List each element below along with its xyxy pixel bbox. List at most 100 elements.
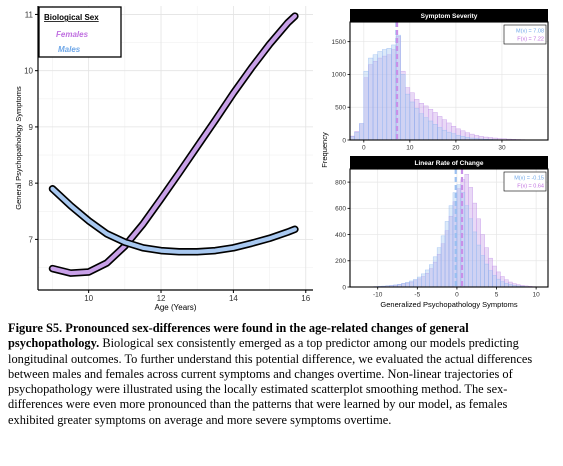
legend-title: Biological Sex	[44, 13, 99, 22]
x-tick-label: 14	[229, 294, 238, 303]
series-line-males	[50, 186, 297, 254]
histogram-bar-males	[418, 113, 424, 141]
x-tick-label: 12	[157, 294, 166, 303]
histogram-bar-males	[432, 256, 438, 288]
mean-label-box	[503, 171, 547, 192]
histogram-bar-males	[372, 54, 378, 141]
symptom-severity-histogram: Symptom Severity M(x) = 7.08 F(x) = 7.22 0 5…	[332, 9, 549, 152]
histogram-bar-males	[414, 108, 420, 141]
y-tick-label: 600	[335, 206, 346, 213]
y-tick-label: 10	[24, 67, 33, 76]
trajectory-chart: 7 8 9 10 11 10 12 14 16 Age (Years) General Psycho…	[14, 6, 313, 312]
histogram-bar-males	[460, 192, 466, 288]
histogram-bar-males	[391, 44, 397, 141]
x-tick-label: 0	[362, 145, 366, 152]
histogram-bar-males	[405, 282, 410, 288]
x-tick-label: -5	[414, 292, 420, 299]
histogram-bar-males	[354, 131, 360, 141]
histogram-bar-males	[496, 278, 501, 288]
histogram-bar-males	[428, 120, 434, 141]
histogram-bar-males	[405, 93, 411, 141]
x-tick-label: 0	[455, 292, 459, 299]
y-tick-label: 0	[342, 137, 346, 144]
histogram-bar-males	[429, 264, 434, 288]
rate-of-change-histogram: Linear Rate of Change M(x) = -0.15 F(x) = …	[320, 132, 549, 309]
legend-item-females: Females	[56, 30, 89, 39]
x-axis-label: Generalized Psychopathology Symptoms	[380, 300, 517, 309]
mean-label-females: F(x) = 7.22	[517, 37, 544, 43]
mean-label-males: M(x) = -0.15	[514, 176, 544, 182]
histogram-bar-males	[382, 49, 388, 141]
y-axis-label: General Psychopathology Symptoms	[14, 86, 23, 210]
histogram-bar-males	[444, 221, 450, 288]
y-tick-label: 800	[335, 179, 346, 186]
histogram-bar-males	[432, 124, 438, 141]
panel-title: Symptom Severity	[421, 13, 478, 20]
histogram-bar-males	[441, 129, 447, 141]
histogram-bar-males	[455, 135, 461, 141]
y-tick-label: 7	[29, 235, 34, 244]
histogram-bar-males	[468, 218, 473, 288]
histogram-bar-males	[440, 235, 446, 288]
histogram-bar-males	[423, 117, 429, 141]
histogram-bar-males	[401, 283, 406, 288]
histogram-bar-males	[368, 57, 374, 141]
x-tick-label: 20	[452, 145, 460, 152]
mean-label-females: F(x) = 0.64	[517, 184, 544, 190]
y-tick-label: 500	[335, 105, 346, 112]
y-tick-label: 1500	[332, 39, 347, 46]
caption-body: Biological sex consistently emerged as a…	[8, 336, 533, 427]
y-tick-label: 1000	[332, 72, 347, 79]
histogram-bar-males	[452, 192, 458, 288]
legend-item-males: Males	[58, 45, 81, 54]
y-tick-label: 400	[335, 232, 346, 239]
x-tick-label: 16	[301, 294, 310, 303]
histogram-bar-males	[464, 205, 469, 288]
caption-title: Figure S5. Pronounced sex-differences we…	[8, 321, 469, 351]
y-tick-label: 200	[335, 258, 346, 265]
x-tick-label: 10	[533, 292, 541, 299]
histogram-bar-males	[488, 270, 493, 288]
histogram-bar-males	[359, 123, 365, 141]
x-tick-label: 30	[498, 145, 506, 152]
y-tick-label: 0	[342, 284, 346, 291]
histogram-bar-males	[500, 281, 505, 288]
y-tick-label: 11	[25, 10, 34, 19]
legend-box	[38, 6, 122, 58]
histogram-bar-males	[417, 276, 422, 288]
x-axis-label: Age (Years)	[155, 303, 197, 312]
frequency-axis-label: Frequency	[320, 132, 329, 168]
histogram-bar-males	[425, 269, 430, 288]
x-tick-label: 10	[406, 145, 414, 152]
histogram-bar-males	[492, 275, 497, 288]
histogram-bar-males	[480, 255, 485, 288]
histogram-bar-males	[448, 205, 454, 288]
x-tick-label: 10	[84, 294, 93, 303]
histogram-bar-males	[437, 127, 443, 141]
x-tick-label: 5	[495, 292, 499, 299]
histogram-bar-males	[446, 131, 452, 141]
y-tick-label: 8	[29, 179, 34, 188]
histogram-bar-males	[476, 244, 481, 288]
figure: 7 8 9 10 11 10 12 14 16 Age (Years) General Psycho…	[14, 6, 549, 312]
histogram-bar-males	[413, 279, 418, 288]
histogram-bar-males	[377, 51, 383, 141]
histogram-bar-males	[400, 74, 406, 141]
histogram-bar-males	[451, 133, 457, 141]
histogram-bar-males	[386, 48, 392, 141]
histogram-bar-males	[409, 101, 415, 141]
histogram-bar-males	[484, 263, 489, 288]
series-line-females	[50, 14, 297, 276]
title-strip	[350, 156, 548, 169]
panel-title: Linear Rate of Change	[415, 160, 484, 167]
mean-label-box	[503, 24, 547, 45]
histogram-bar-males	[456, 184, 462, 288]
histogram-bar-males	[409, 280, 414, 288]
mean-label-males: M(x) = 7.08	[516, 29, 544, 35]
histogram-bar-males	[421, 273, 426, 288]
histogram-bar-males	[363, 70, 369, 141]
histogram-bar-males	[436, 247, 442, 288]
figure-caption: Figure S5. Pronounced sex-differences we…	[8, 321, 556, 428]
x-tick-label: -10	[373, 292, 383, 299]
histogram-bar-males	[472, 231, 477, 288]
